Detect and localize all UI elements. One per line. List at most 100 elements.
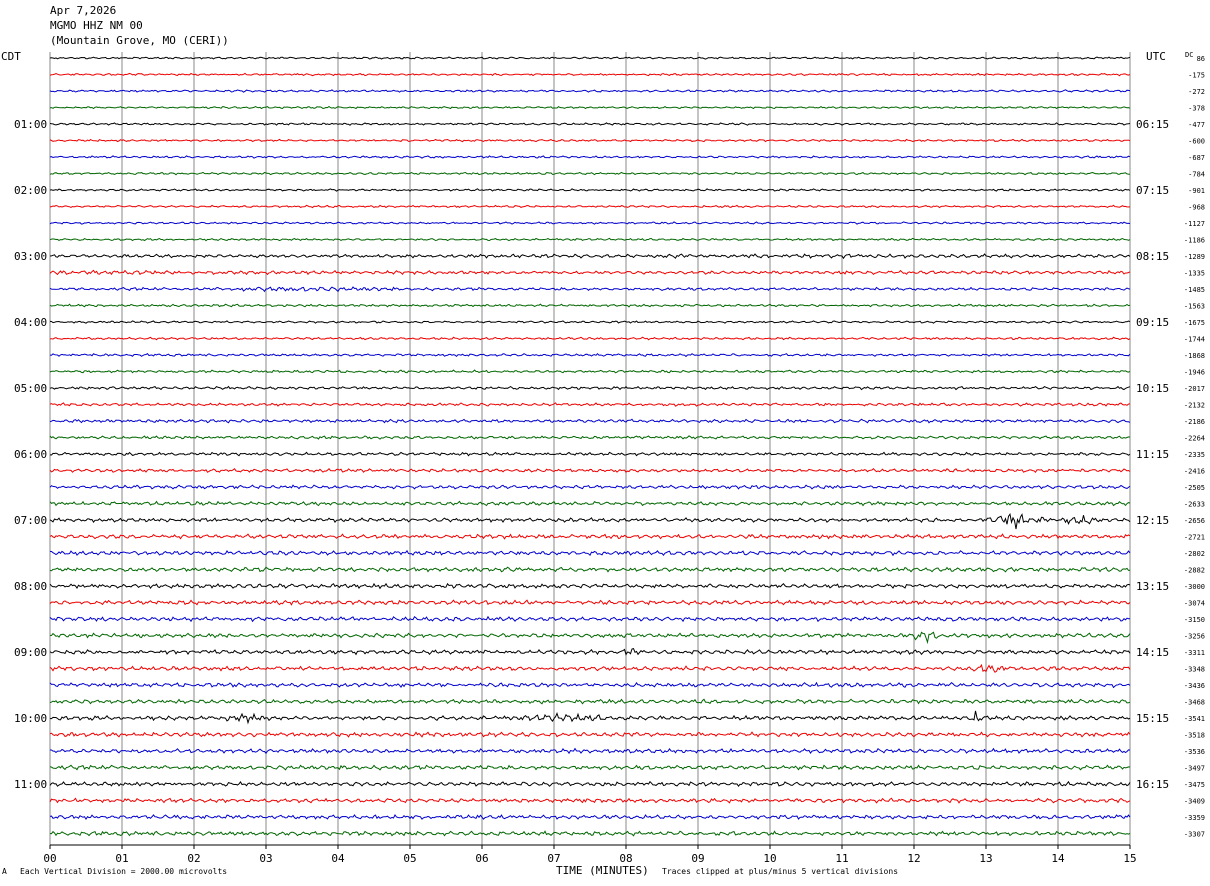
x-tick-label: 10 <box>763 852 776 865</box>
right-hour-label: 16:15 <box>1136 778 1169 791</box>
seismogram-trace <box>49 814 1131 821</box>
seismogram-trace <box>49 533 1131 540</box>
dc-offset-label: -2721 <box>1184 534 1205 542</box>
dc-offset-label: -175 <box>1188 72 1205 80</box>
seismogram-trace <box>49 253 1131 260</box>
seismogram-trace <box>49 566 1131 573</box>
x-tick-label: 04 <box>331 852 345 865</box>
seismogram-trace <box>49 764 1131 771</box>
right-hour-label: 08:15 <box>1136 250 1169 263</box>
dc-offset-label: -2335 <box>1184 451 1205 459</box>
time-gridlines <box>49 52 1131 849</box>
x-tick-label: 06 <box>475 852 488 865</box>
dc-offset-label: -1335 <box>1184 270 1205 278</box>
dc-offset-label: -1289 <box>1184 253 1205 261</box>
seismogram-traces <box>49 56 1131 837</box>
seismogram-trace <box>49 369 1131 374</box>
left-hour-label: 02:00 <box>14 184 47 197</box>
dc-offset-label: -2264 <box>1184 435 1205 443</box>
dc-offset-label: -3359 <box>1184 814 1205 822</box>
dc-offset-label: -3000 <box>1184 583 1205 591</box>
dc-offset-label: -378 <box>1188 105 1205 113</box>
right-hour-label: 09:15 <box>1136 316 1169 329</box>
dc-offset-label: -1744 <box>1184 336 1205 344</box>
x-tick-label: 15 <box>1123 852 1136 865</box>
station-code: MGMO HHZ NM 00 <box>50 19 143 32</box>
dc-offset-label: -2633 <box>1184 501 1205 509</box>
dc-offset-label: -3150 <box>1184 616 1205 624</box>
right-hour-label: 15:15 <box>1136 712 1169 725</box>
dc-offset-label: -3256 <box>1184 633 1205 641</box>
dc-header-label: DC <box>1185 51 1193 59</box>
seismogram-trace <box>49 336 1131 341</box>
seismogram-trace <box>49 582 1131 590</box>
dc-offset-label: -1868 <box>1184 352 1205 360</box>
seismogram-trace <box>49 56 1131 60</box>
dc-offset-label: -3074 <box>1184 600 1205 608</box>
x-tick-label: 02 <box>187 852 200 865</box>
seismogram-trace <box>49 467 1131 473</box>
left-hour-label: 11:00 <box>14 778 47 791</box>
dc-offset-label: -3307 <box>1184 831 1205 839</box>
right-hour-label: 10:15 <box>1136 382 1169 395</box>
seismogram-trace <box>49 171 1131 176</box>
dc-offset-label: -901 <box>1188 187 1205 195</box>
scale-note: Each Vertical Division = 2000.00 microvo… <box>20 867 228 876</box>
seismogram-trace <box>49 663 1131 673</box>
seismogram-trace <box>49 352 1131 358</box>
seismogram-trace <box>49 435 1131 440</box>
dc-offset-label: -2186 <box>1184 418 1205 426</box>
left-hour-label: 04:00 <box>14 316 47 329</box>
seismogram-trace <box>49 599 1131 606</box>
x-tick-label: 03 <box>259 852 272 865</box>
seismogram-trace <box>49 418 1131 424</box>
right-timezone-label: UTC <box>1146 50 1166 63</box>
x-tick-label: 07 <box>547 852 560 865</box>
dc-offset-label: -2505 <box>1184 484 1205 492</box>
seismogram-trace <box>49 138 1131 143</box>
seismogram-trace <box>49 237 1131 242</box>
dc-offset-label: -2132 <box>1184 402 1205 410</box>
station-location: (Mountain Grove, MO (CERI)) <box>50 34 229 47</box>
seismogram-trace <box>49 500 1131 507</box>
dc-offset-label: -1127 <box>1184 220 1205 228</box>
left-hour-label: 10:00 <box>14 712 47 725</box>
seismogram-trace <box>50 747 1131 755</box>
seismogram-trace <box>49 204 1131 209</box>
left-timezone-label: CDT <box>1 50 21 63</box>
dc-offset-label: -2802 <box>1184 550 1205 558</box>
x-axis-title: TIME (MINUTES) <box>556 864 649 877</box>
corner-mark: A <box>2 867 7 876</box>
dc-offset-label: -1946 <box>1184 369 1205 377</box>
seismogram-trace <box>49 451 1131 457</box>
dc-offset-label: -3348 <box>1184 666 1205 674</box>
dc-offset-label: -2882 <box>1184 567 1205 575</box>
x-tick-label: 11 <box>835 852 848 865</box>
dc-offset-label: -2017 <box>1184 385 1205 393</box>
left-hour-label: 03:00 <box>14 250 47 263</box>
dc-offset-label: -3497 <box>1184 765 1205 773</box>
dc-offset-label: -272 <box>1188 88 1205 96</box>
dc-offset-label: -3436 <box>1184 682 1205 690</box>
seismogram-trace <box>49 731 1131 738</box>
seismogram-trace <box>49 303 1131 308</box>
x-tick-label: 01 <box>115 852 128 865</box>
dc-offset-label: -600 <box>1188 138 1205 146</box>
dc-offset-label: -2416 <box>1184 468 1205 476</box>
left-hour-label: 08:00 <box>14 580 47 593</box>
clip-note: Traces clipped at plus/minus 5 vertical … <box>662 867 899 876</box>
right-hour-label: 14:15 <box>1136 646 1169 659</box>
seismogram-trace <box>49 615 1130 623</box>
dc-offset-label: -477 <box>1188 121 1205 129</box>
x-tick-label: 05 <box>403 852 416 865</box>
dc-offset-label: -3536 <box>1184 748 1205 756</box>
dc-offset-label: -3475 <box>1184 781 1205 789</box>
left-hour-label: 01:00 <box>14 118 47 131</box>
dc-offset-label: 86 <box>1197 55 1205 63</box>
dc-offset-label: -3518 <box>1184 732 1205 740</box>
dc-offset-label: -784 <box>1188 171 1205 179</box>
dc-offset-label: -1563 <box>1184 303 1205 311</box>
seismogram-trace <box>49 549 1131 557</box>
seismogram-trace <box>49 72 1131 77</box>
